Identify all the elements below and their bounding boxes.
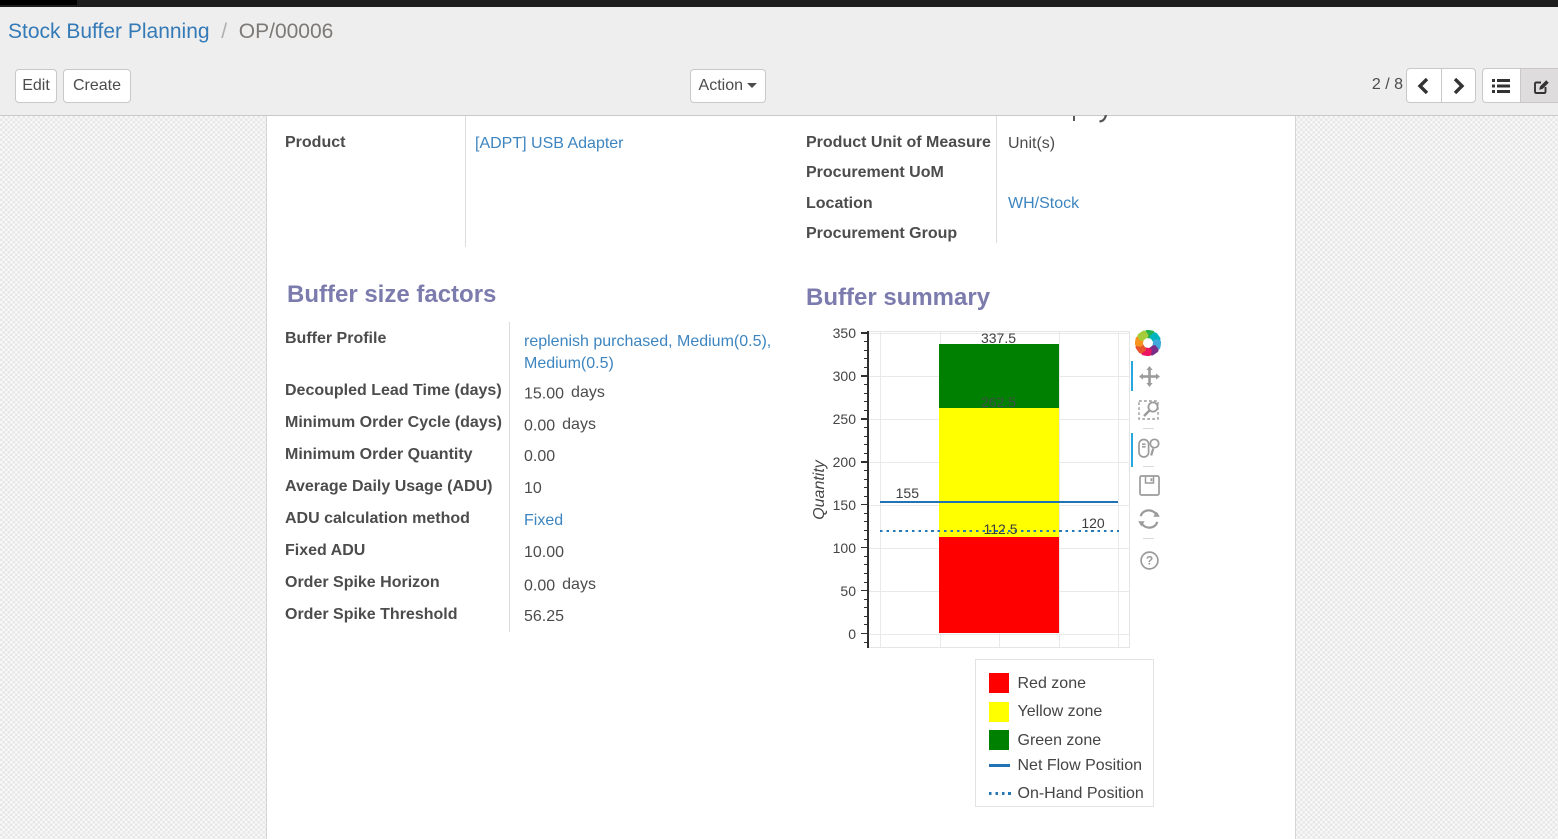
svg-text:?: ? xyxy=(1146,554,1153,568)
